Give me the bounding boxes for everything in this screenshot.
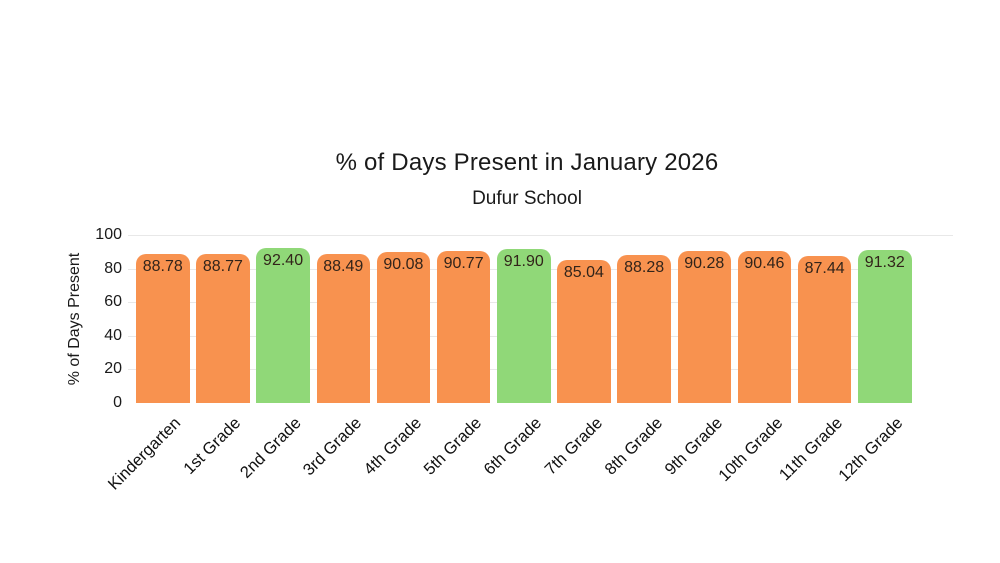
- x-tick-label-8th-grade: 8th Grade: [601, 414, 666, 479]
- y-tick-label-80: 80: [104, 259, 122, 277]
- x-tick-label-1st-grade: 1st Grade: [180, 414, 245, 478]
- bar-2nd-grade: 92.40: [256, 247, 310, 403]
- bar-value-label-10th-grade: 90.46: [744, 255, 785, 273]
- bar-value-label-3rd-grade: 88.49: [323, 258, 364, 276]
- bar-5th-grade: 90.77: [436, 250, 491, 403]
- x-tick-label-3rd-grade: 3rd Grade: [299, 414, 365, 480]
- bar-value-label-9th-grade: 90.28: [684, 255, 725, 273]
- bar-7th-grade: 85.04: [557, 260, 611, 403]
- y-tick-label-0: 0: [113, 394, 122, 411]
- bar-value-label-5th-grade: 90.77: [443, 254, 484, 272]
- bar-11th-grade: 87.44: [797, 256, 852, 403]
- bar-12th-grade: 91.32: [858, 249, 912, 403]
- y-tick-label-20: 20: [104, 360, 122, 378]
- x-tick-label-5th-grade: 5th Grade: [420, 414, 486, 479]
- bar-kindergarten: 88.78: [136, 253, 190, 403]
- x-tick-label-kindergarten: Kindergarten: [104, 414, 185, 494]
- bar-value-label-kindergarten: 88.78: [142, 257, 183, 275]
- x-tick-label-10th-grade: 10th Grade: [715, 414, 787, 486]
- chart-subtitle: Dufur School: [472, 188, 582, 209]
- bar-6th-grade: 91.90: [497, 248, 551, 403]
- bar-value-label-4th-grade: 90.08: [383, 255, 424, 273]
- bar-value-label-12th-grade: 91.32: [864, 253, 905, 271]
- y-tick-label-60: 60: [104, 293, 122, 311]
- bar-4th-grade: 90.08: [376, 251, 431, 403]
- x-tick-label-7th-grade: 7th Grade: [541, 414, 606, 479]
- bar-value-label-8th-grade: 88.28: [624, 258, 665, 276]
- bar-10th-grade: 90.46: [737, 251, 792, 403]
- bar-value-label-7th-grade: 85.04: [563, 264, 604, 282]
- bar-value-label-1st-grade: 88.77: [202, 257, 243, 275]
- bar-1st-grade: 88.77: [196, 253, 250, 403]
- gridline-100: [128, 235, 953, 236]
- y-tick-label-40: 40: [104, 326, 122, 344]
- x-tick-label-12th-grade: 12th Grade: [835, 414, 907, 486]
- x-tick-label-4th-grade: 4th Grade: [360, 414, 426, 479]
- bar-3rd-grade: 88.49: [316, 254, 370, 403]
- x-tick-label-6th-grade: 6th Grade: [480, 414, 546, 479]
- bar-9th-grade: 90.28: [677, 251, 732, 403]
- bar-value-label-11th-grade: 87.44: [804, 260, 845, 278]
- bar-value-label-2nd-grade: 92.40: [263, 251, 304, 269]
- bar-8th-grade: 88.28: [617, 254, 671, 403]
- x-tick-label-2nd-grade: 2nd Grade: [236, 414, 305, 482]
- y-tick-label-100: 100: [95, 226, 122, 243]
- chart-title: % of Days Present in January 2026: [335, 149, 719, 176]
- bar-value-label-6th-grade: 91.90: [503, 252, 544, 270]
